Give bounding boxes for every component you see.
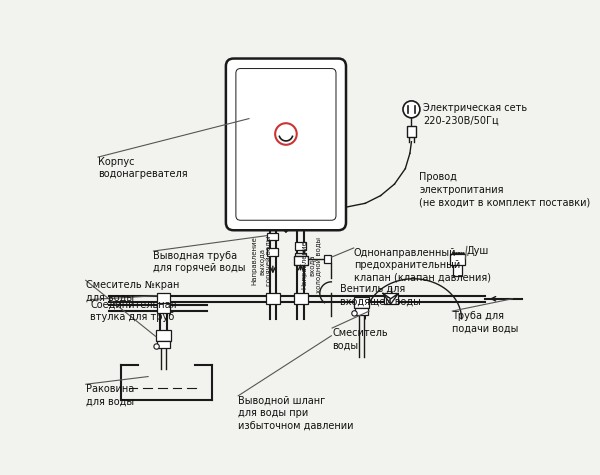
Bar bbox=[453, 263, 462, 276]
Bar bbox=[268, 233, 278, 240]
Bar bbox=[157, 294, 170, 304]
Circle shape bbox=[352, 311, 357, 316]
Text: Направление
выхода
горячей воды: Направление выхода горячей воды bbox=[252, 236, 272, 286]
Text: Смеситель
воды: Смеситель воды bbox=[332, 328, 388, 351]
Text: Провод
электропитания
(не входит в комплект поставки): Провод электропитания (не входит в компл… bbox=[419, 172, 590, 207]
Bar bbox=[355, 308, 368, 315]
Bar bbox=[266, 294, 280, 304]
Text: Электрическая сеть
220-230В/50Гц: Электрическая сеть 220-230В/50Гц bbox=[423, 103, 527, 125]
Bar bbox=[293, 256, 308, 265]
Text: Соединительная
втулка для труб: Соединительная втулка для труб bbox=[91, 300, 177, 322]
Bar bbox=[407, 126, 416, 137]
Text: Направление
входа
холодной воды: Направление входа холодной воды bbox=[301, 237, 322, 293]
Bar bbox=[295, 242, 306, 249]
Text: Труба для
подачи воды: Труба для подачи воды bbox=[452, 311, 518, 333]
Text: Выводная труба
для горячей воды: Выводная труба для горячей воды bbox=[154, 251, 246, 274]
Bar bbox=[323, 255, 331, 263]
Bar bbox=[157, 341, 170, 348]
Text: Смеситель №кран
для воды: Смеситель №кран для воды bbox=[86, 280, 179, 303]
Bar bbox=[293, 294, 308, 304]
Bar bbox=[157, 304, 170, 313]
Text: Душ: Душ bbox=[467, 247, 489, 256]
Text: Корпус
водонагревателя: Корпус водонагревателя bbox=[98, 157, 188, 180]
Text: Вентиль для
входящей воды: Вентиль для входящей воды bbox=[340, 284, 421, 306]
Bar bbox=[156, 330, 171, 341]
Bar bbox=[268, 248, 278, 256]
Circle shape bbox=[275, 123, 297, 145]
Circle shape bbox=[403, 101, 420, 118]
Bar bbox=[353, 297, 369, 308]
Text: Раковина
для воды: Раковина для воды bbox=[86, 384, 134, 407]
Circle shape bbox=[154, 344, 159, 349]
Bar bbox=[384, 294, 398, 304]
Text: Однонаправленный
предохранительный
клапан (клапан давления): Однонаправленный предохранительный клапа… bbox=[353, 248, 491, 283]
Text: Выводной шланг
для воды при
избыточном давлении: Выводной шланг для воды при избыточном д… bbox=[238, 396, 354, 431]
FancyBboxPatch shape bbox=[226, 58, 346, 230]
Bar bbox=[450, 254, 466, 265]
Bar bbox=[295, 253, 306, 261]
